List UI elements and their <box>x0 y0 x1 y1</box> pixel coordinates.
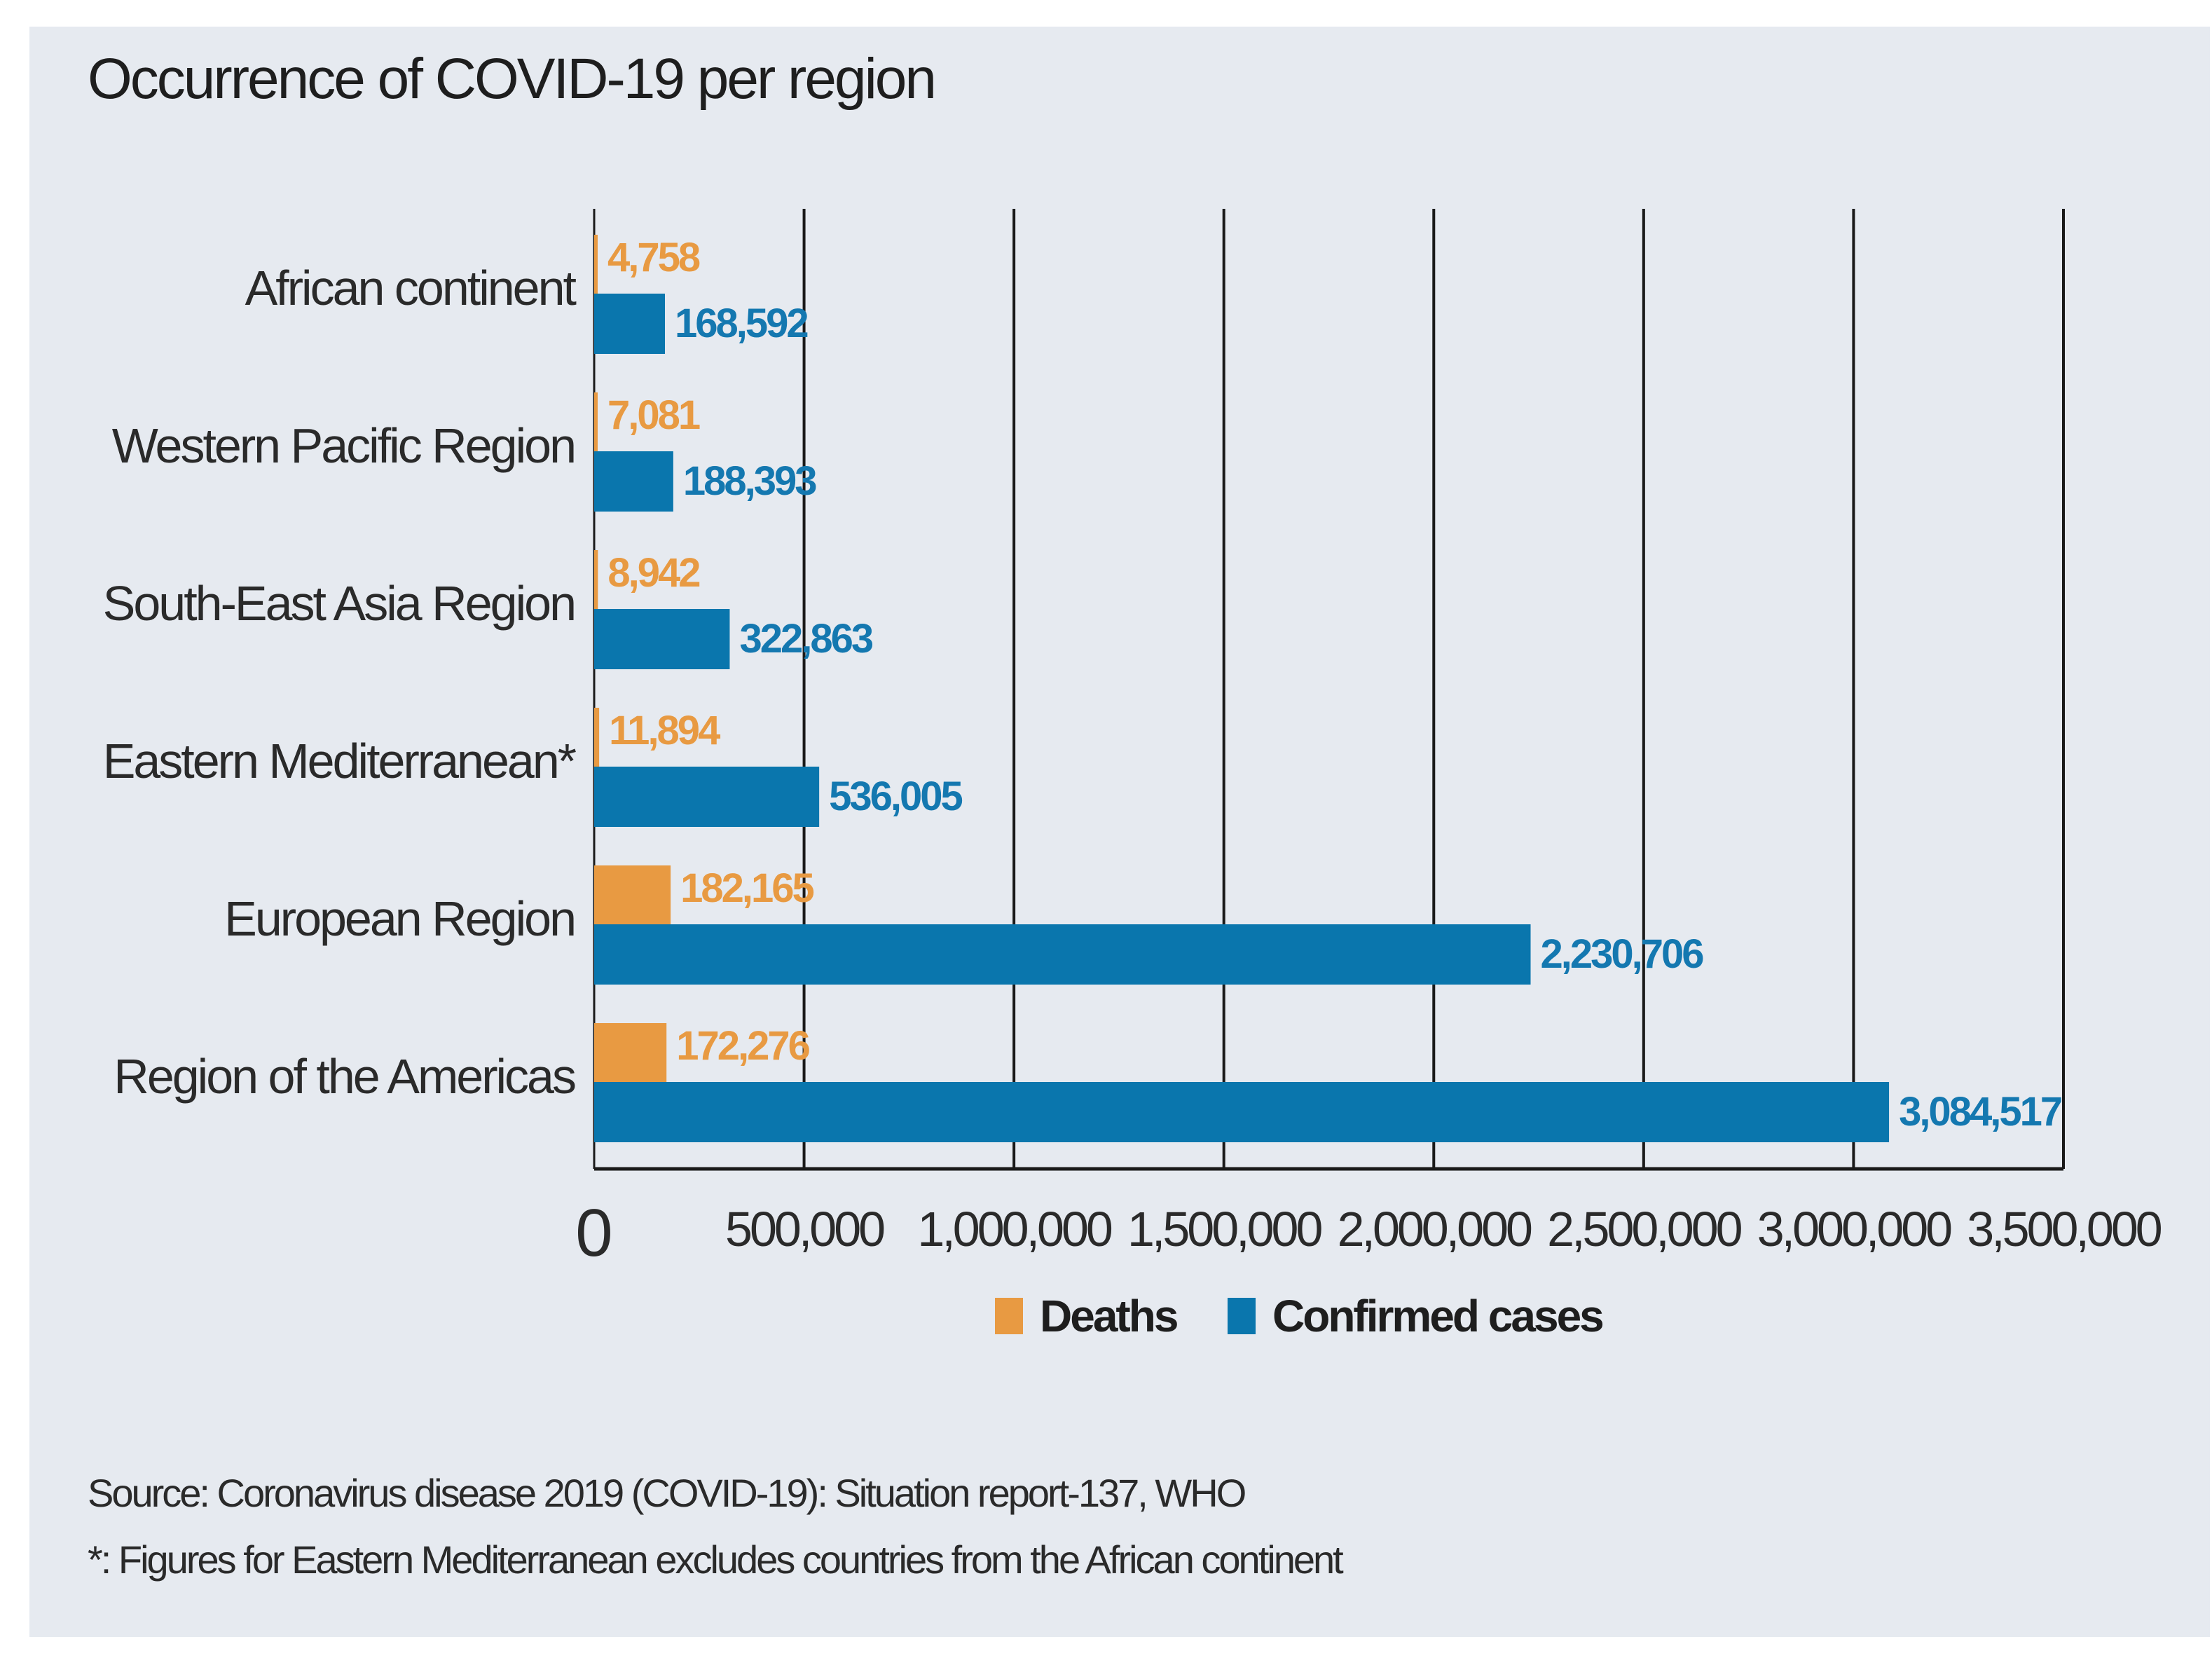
x-tick-label-7: 3,500,000 <box>1967 1202 2161 1256</box>
bar-confirmed-cases-western-pacific-region <box>594 451 673 512</box>
data-label-deaths-south-east-asia-region: 8,942 <box>607 550 699 596</box>
bar-confirmed-cases-south-east-asia-region <box>594 609 730 669</box>
data-label-deaths-african-continent: 4,758 <box>607 235 700 280</box>
category-label-african-continent: African continent <box>245 261 577 315</box>
footnote: *: Figures for Eastern Mediterranean exc… <box>88 1537 1344 1582</box>
gridlines <box>593 209 2065 1171</box>
bar-confirmed-cases-european-region <box>594 924 1531 985</box>
x-tick-label-5: 2,500,000 <box>1547 1202 1741 1256</box>
category-label-south-east-asia-region: South-East Asia Region <box>103 576 575 631</box>
legend: Deaths Confirmed cases <box>995 1291 1605 1341</box>
legend-swatch-confirmed-cases <box>1228 1298 1256 1334</box>
category-label-eastern-mediterranean: Eastern Mediterranean* <box>103 734 577 788</box>
data-label-deaths-eastern-mediterranean: 11,894 <box>609 708 720 753</box>
x-tick-label-1: 500,000 <box>725 1202 884 1256</box>
legend-label-deaths: Deaths <box>1040 1291 1177 1341</box>
category-label-western-pacific-region: Western Pacific Region <box>112 418 575 473</box>
category-labels: African continent Western Pacific Region S… <box>103 261 579 1104</box>
x-tick-label-0: 0 <box>575 1195 612 1270</box>
data-label-confirmed-cases-region-of-the-americas: 3,084,517 <box>1899 1089 2061 1135</box>
bar-confirmed-cases-region-of-the-americas <box>594 1082 1890 1142</box>
bars <box>594 235 1890 1142</box>
data-label-confirmed-cases-african-continent: 168,592 <box>675 301 807 346</box>
x-tick-label-2: 1,000,000 <box>917 1202 1111 1256</box>
category-label-region-of-the-americas: Region of the Americas <box>114 1049 575 1104</box>
source-note: Source: Coronavirus disease 2019 (COVID-… <box>88 1471 1245 1515</box>
data-label-confirmed-cases-south-east-asia-region: 322,863 <box>739 616 872 662</box>
bar-deaths-eastern-mediterranean <box>594 708 600 767</box>
bar-deaths-european-region <box>594 865 671 924</box>
chart-title: Occurrence of COVID-19 per region <box>88 47 935 111</box>
bar-deaths-african-continent <box>594 235 598 294</box>
data-label-confirmed-cases-western-pacific-region: 188,393 <box>683 458 816 504</box>
x-tick-label-4: 2,000,000 <box>1338 1202 1532 1256</box>
bar-deaths-region-of-the-americas <box>594 1023 667 1082</box>
bar-confirmed-cases-eastern-mediterranean <box>594 767 820 827</box>
legend-swatch-deaths <box>995 1298 1023 1334</box>
data-labels: 4,758 168,592 7,081 188,393 8,942 322,863 11,8… <box>607 235 2063 1135</box>
legend-label-confirmed-cases: Confirmed cases <box>1272 1291 1602 1341</box>
category-label-european-region: European Region <box>224 891 575 946</box>
bar-deaths-western-pacific-region <box>594 392 598 451</box>
data-label-confirmed-cases-european-region: 2,230,706 <box>1541 931 1704 977</box>
x-tick-labels: 0 500,000 1,000,000 1,500,000 2,000,000 2,500… <box>575 1195 2164 1270</box>
data-label-deaths-european-region: 182,165 <box>680 865 813 911</box>
bar-deaths-south-east-asia-region <box>594 550 598 609</box>
data-label-deaths-region-of-the-americas: 172,276 <box>676 1023 809 1069</box>
x-tick-label-6: 3,000,000 <box>1757 1202 1951 1256</box>
data-label-confirmed-cases-eastern-mediterranean: 536,005 <box>829 774 962 819</box>
x-tick-label-3: 1,500,000 <box>1127 1202 1321 1256</box>
chart-panel <box>29 27 2210 1637</box>
data-label-deaths-western-pacific-region: 7,081 <box>607 392 700 438</box>
bar-confirmed-cases-african-continent <box>594 294 666 354</box>
